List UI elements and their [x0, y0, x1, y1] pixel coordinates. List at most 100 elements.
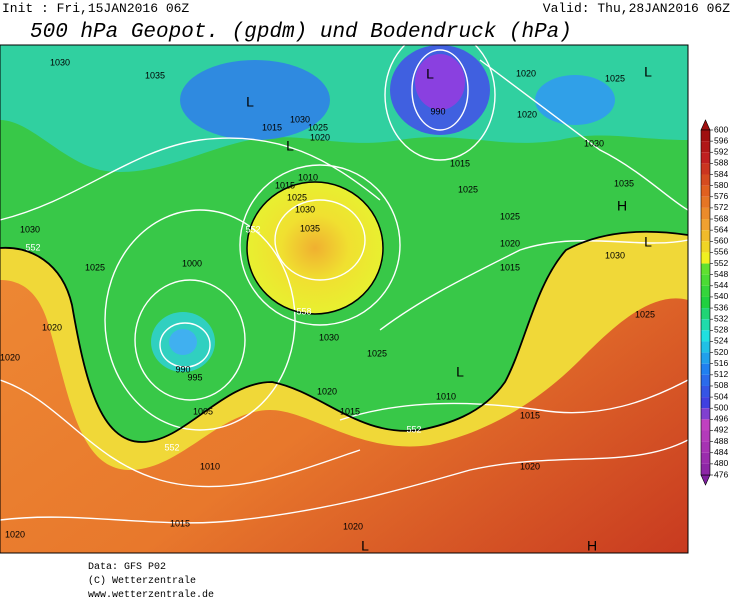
colorbar-swatch [701, 352, 710, 364]
colorbar-label: 532 [714, 313, 728, 323]
colorbar-swatch [701, 252, 710, 264]
colorbar-label: 496 [714, 414, 728, 424]
map-area: 1030103510151030102510201010101510251030… [0, 45, 688, 553]
colorbar-swatch [701, 419, 710, 431]
height-label: 552 [406, 424, 421, 434]
valid-time: Valid: Thu,28JAN2016 06Z [543, 1, 730, 16]
colorbar-swatch [701, 330, 710, 342]
pressure-center: L [456, 364, 464, 380]
colorbar-swatch [701, 163, 710, 175]
isobar-label: 1020 [310, 132, 330, 142]
pressure-center: L [644, 64, 652, 80]
colorbar-label: 548 [714, 269, 728, 279]
colorbar-swatch [701, 341, 710, 353]
isobar-label: 1030 [290, 114, 310, 124]
isobar-label: 1020 [0, 352, 20, 362]
isobar-label: 1030 [584, 138, 604, 148]
colorbar-swatch [701, 385, 710, 398]
colorbar-swatch [701, 152, 710, 164]
colorbar-label: 536 [714, 302, 728, 312]
footer-url: www.wetterzentrale.de [88, 589, 214, 600]
isobar-label: 1025 [605, 73, 625, 83]
isobar-label: 1025 [367, 348, 387, 358]
colorbar-tip [700, 119, 711, 131]
isobar-label: 1010 [298, 172, 318, 182]
isobar-label: 1020 [317, 386, 337, 396]
low-core [535, 75, 615, 125]
height-label: 552 [25, 242, 40, 252]
isobar-label: 1025 [635, 309, 655, 319]
colorbar-label: 488 [714, 436, 728, 446]
colorbar-label: 572 [714, 202, 728, 212]
colorbar-swatch [701, 463, 710, 475]
pressure-center: L [644, 234, 652, 250]
colorbar-label: 596 [714, 135, 728, 145]
colorbar-swatch [701, 174, 710, 186]
footer-copyright: (C) Wetterzentrale [88, 575, 196, 587]
height-label: 552 [164, 442, 179, 452]
map-title: 500 hPa Geopot. (gpdm) und Bodendruck (h… [30, 21, 572, 44]
colorbar-label: 540 [714, 291, 728, 301]
colorbar-frame [700, 129, 711, 476]
colorbar-swatch [701, 397, 710, 409]
colorbar-label: 560 [714, 236, 728, 246]
colorbar-label: 580 [714, 180, 728, 190]
pressure-center: H [617, 198, 627, 214]
colorbar-swatch [701, 296, 710, 309]
colorbar-swatch [701, 263, 710, 275]
colorbar-label: 492 [714, 425, 728, 435]
ridge-high [247, 182, 383, 314]
colorbar-swatch [701, 241, 710, 253]
pressure-center: L [246, 94, 254, 110]
geopotential-552-line [246, 181, 384, 315]
isobar-label: 1015 [275, 180, 295, 190]
isobar-label: 1020 [520, 461, 540, 471]
footer-data: Data: GFS P02 [88, 562, 166, 573]
isobar-label: 1030 [20, 224, 40, 234]
colorbar-label: 516 [714, 358, 728, 368]
colorbar-label: 500 [714, 402, 728, 412]
low-core [180, 60, 330, 140]
pressure-center: L [286, 138, 294, 154]
height-label: 558 [296, 306, 311, 316]
colorbar-label: 504 [714, 391, 728, 401]
colorbar-swatch [701, 274, 710, 286]
colorbar-label: 584 [714, 169, 728, 179]
colorbar-label: 484 [714, 447, 728, 457]
isobar-label: 1030 [319, 332, 339, 342]
isobar-label: 1030 [295, 204, 315, 214]
colorbar-swatch [701, 408, 710, 420]
colorbar-label: 592 [714, 147, 728, 157]
map-labels: 1030103510151030102510201010101510251030… [0, 57, 655, 553]
isobar-label: 990 [430, 106, 445, 116]
isobar-label: 1015 [520, 410, 540, 420]
isobar-label: 995 [187, 372, 202, 382]
isobar-label: 1025 [458, 184, 478, 194]
isobar-label: 1020 [500, 238, 520, 248]
isobar-label: 1015 [170, 518, 190, 528]
isobar-label: 1020 [517, 109, 537, 119]
colorbar-label: 476 [714, 469, 728, 479]
isobar-label: 1030 [605, 250, 625, 260]
isobar-label: 1000 [182, 258, 202, 268]
colorbar-swatch [701, 441, 710, 453]
colorbar-label: 564 [714, 224, 728, 234]
colorbar-swatch [701, 452, 710, 464]
low-core [169, 329, 197, 355]
isobar-label: 1015 [340, 406, 360, 416]
height-label: 552 [245, 224, 260, 234]
isobar-label: 1015 [500, 262, 520, 272]
colorbar-swatch [701, 374, 710, 386]
isobar-label: 990 [175, 364, 190, 374]
colorbar-swatch [701, 207, 710, 220]
isobar-label: 1030 [50, 57, 70, 67]
colorbar-label: 568 [714, 213, 728, 223]
cold-air [0, 45, 688, 173]
colorbar-label: 588 [714, 158, 728, 168]
colorbar-swatch [701, 319, 710, 331]
colorbar-label: 480 [714, 458, 728, 468]
isobar-label: 1020 [343, 521, 363, 531]
colorbar-tip [700, 474, 711, 486]
